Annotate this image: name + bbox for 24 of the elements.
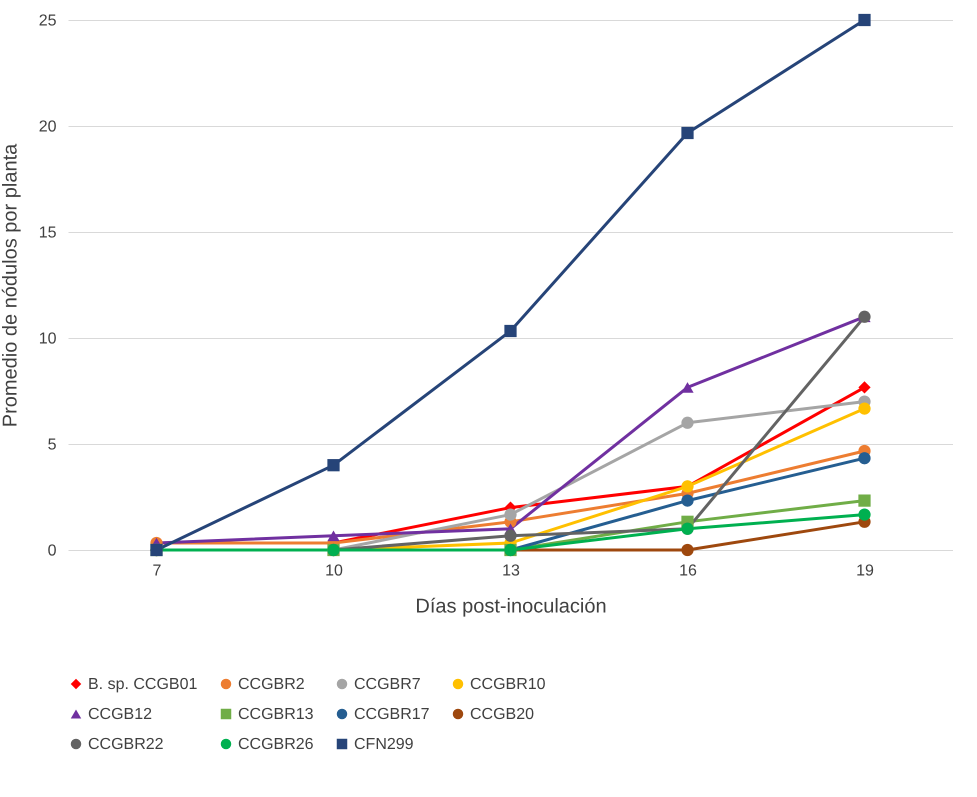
legend-label: CFN299 [354, 736, 414, 753]
x-tick-label: 7 [152, 562, 162, 580]
y-tick-label: 15 [38, 224, 57, 242]
legend-label: CCGBR2 [238, 676, 305, 693]
y-tick-label: 20 [38, 118, 57, 136]
x-axis-title: Días post-inoculación [415, 596, 607, 618]
y-axis-title: Promedio de nódulos por planta [0, 142, 22, 428]
y-tick-label: 25 [38, 12, 57, 30]
y-tick-label: 5 [48, 436, 57, 454]
legend-label: CCGBR13 [238, 706, 314, 723]
y-tick-label: 0 [48, 542, 57, 560]
legend-label: CCGBR7 [354, 676, 421, 693]
legend-label: CCGB20 [470, 706, 534, 723]
x-tick-label: 16 [679, 562, 697, 580]
y-tick-label: 10 [38, 330, 57, 348]
legend-label: CCGB12 [88, 706, 152, 723]
x-tick-label: 10 [325, 562, 343, 580]
x-tick-label: 19 [856, 562, 874, 580]
legend-label: B. sp. CCGB01 [88, 676, 198, 693]
legend-label: CCGBR10 [470, 676, 546, 693]
x-tick-label: 13 [502, 562, 520, 580]
legend-label: CCGBR26 [238, 736, 314, 753]
legend-label: CCGBR17 [354, 706, 430, 723]
legend-label: CCGBR22 [88, 736, 164, 753]
